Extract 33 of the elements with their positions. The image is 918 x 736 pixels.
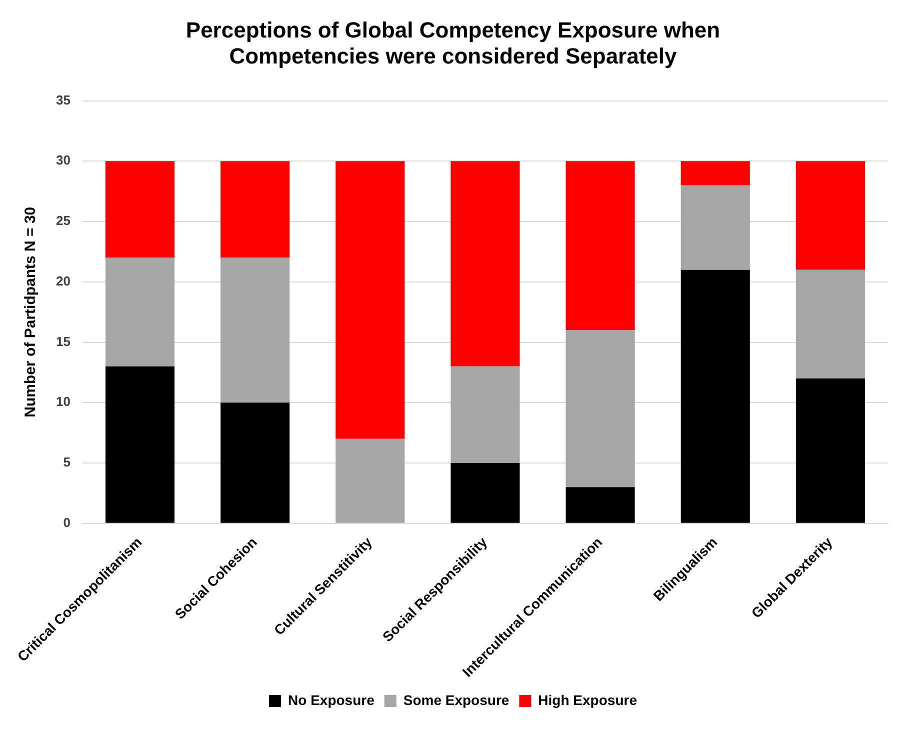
- bar: [680, 161, 750, 186]
- bar: [680, 185, 750, 270]
- y-axis-title: Number of Partidpants N = 30: [22, 206, 40, 418]
- y-tick-label: 25: [56, 213, 70, 228]
- bar: [220, 258, 290, 403]
- y-tick-label: 30: [56, 152, 70, 168]
- bar: [220, 161, 290, 258]
- bar: [105, 258, 175, 366]
- y-tick-label: 20: [56, 273, 70, 288]
- bar: [105, 366, 175, 523]
- bar: [796, 378, 865, 523]
- bar: [566, 161, 635, 330]
- legend-label: High Exposure: [538, 692, 638, 708]
- bar: [450, 366, 520, 463]
- bar: [680, 270, 750, 523]
- bar: [450, 161, 520, 366]
- legend-label: No Exposure: [288, 692, 375, 708]
- bar: [336, 438, 405, 523]
- bar: [796, 270, 865, 378]
- y-tick-label: 0: [63, 514, 70, 530]
- legend-label: Some Exposure: [403, 692, 510, 708]
- y-tick-label: 35: [56, 92, 70, 108]
- bar: [566, 330, 635, 488]
- bar: [566, 487, 635, 523]
- y-tick-label: 10: [56, 394, 70, 410]
- bar: [450, 463, 520, 523]
- bar: [105, 161, 175, 258]
- chart-title: Perceptions of Global Competency Exposure when Competencies were considered Separately: [186, 17, 720, 69]
- bar: [336, 161, 405, 439]
- y-tick-label: 15: [56, 334, 70, 349]
- y-tick-label: 5: [63, 454, 70, 470]
- bar: [220, 402, 290, 523]
- bar: [796, 161, 865, 270]
